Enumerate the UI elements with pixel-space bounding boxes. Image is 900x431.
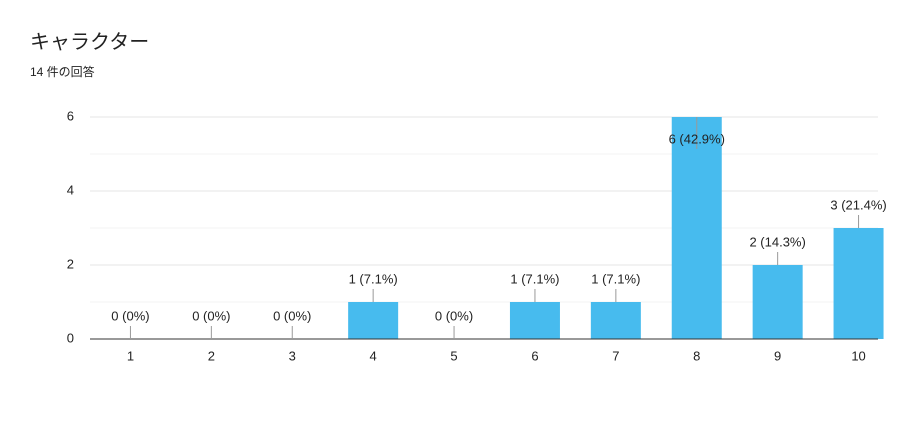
- y-tick-label: 6: [67, 108, 74, 123]
- x-tick-label: 10: [851, 348, 865, 363]
- value-label: 3 (21.4%): [830, 197, 886, 212]
- x-tick-label: 5: [450, 348, 457, 363]
- chart-title: キャラクター: [30, 30, 149, 53]
- y-tick-label: 2: [67, 256, 74, 271]
- value-label: 2 (14.3%): [749, 234, 805, 249]
- bar: [509, 302, 560, 339]
- value-label: 1 (7.1%): [591, 271, 640, 286]
- value-label: 1 (7.1%): [510, 271, 559, 286]
- value-label: 0 (0%): [273, 308, 311, 323]
- x-tick-label: 3: [289, 348, 296, 363]
- y-tick-label: 0: [67, 330, 74, 345]
- value-label: 6 (42.9%): [669, 131, 725, 146]
- x-tick-label: 7: [612, 348, 619, 363]
- x-tick-label: 2: [208, 348, 215, 363]
- value-label: 0 (0%): [435, 308, 473, 323]
- value-label: 0 (0%): [192, 308, 230, 323]
- x-tick-label: 6: [531, 348, 538, 363]
- bar: [833, 228, 884, 339]
- bar: [590, 302, 641, 339]
- x-tick-label: 1: [127, 348, 134, 363]
- x-tick-label: 4: [370, 348, 377, 363]
- chart-subtitle: 14 件の回答: [30, 64, 95, 79]
- bar: [348, 302, 399, 339]
- value-label: 0 (0%): [111, 308, 149, 323]
- x-tick-label: 9: [774, 348, 781, 363]
- y-tick-label: 4: [67, 182, 74, 197]
- x-tick-label: 8: [693, 348, 700, 363]
- value-label: 1 (7.1%): [349, 271, 398, 286]
- bar: [752, 265, 803, 339]
- bar: [671, 117, 722, 339]
